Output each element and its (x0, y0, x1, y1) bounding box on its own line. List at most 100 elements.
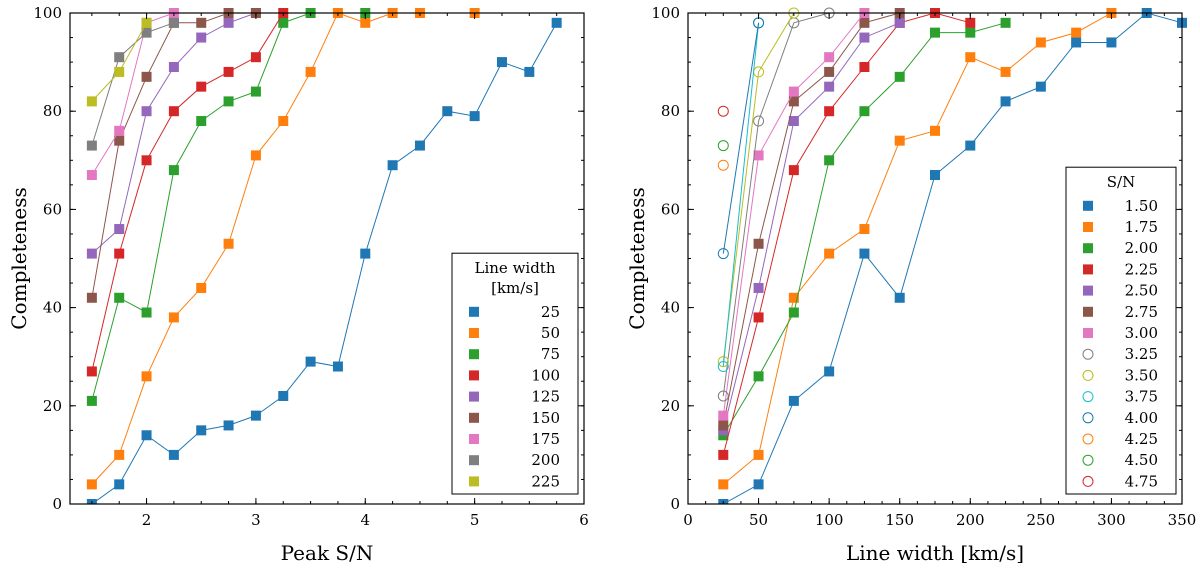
left-xtick-label: 6 (579, 511, 589, 529)
right-point-1.50-1 (753, 479, 764, 490)
right-legend-label-3.50: 3.50 (1125, 366, 1158, 384)
left-point-25-16 (524, 66, 535, 77)
left-ytick-label: 40 (43, 299, 62, 317)
left-point-100-5 (223, 66, 234, 77)
right-series-line-3.50 (722, 12, 795, 362)
right-point-1.75-1 (753, 449, 764, 460)
right-point-3.00-2 (788, 86, 799, 97)
right-point-2.75-4 (859, 17, 870, 28)
left-point-125-5 (223, 17, 234, 28)
right-point-3.00-3 (824, 52, 835, 63)
left-series-line-200 (91, 22, 175, 146)
left-point-175-1 (114, 125, 125, 136)
left-point-25-3 (168, 449, 179, 460)
right-point-3.75-0 (717, 361, 729, 373)
right-legend-marker-1.75 (1083, 222, 1093, 232)
left-point-150-4 (196, 17, 207, 28)
left-point-75-6 (250, 86, 261, 97)
right-legend-marker-4.00 (1082, 412, 1094, 424)
left-series-125 (86, 8, 261, 259)
left-legend-marker-225 (469, 476, 479, 487)
right-xtick-label: 350 (1168, 511, 1197, 529)
right-point-1.75-5 (894, 135, 905, 146)
right-series-line-2.75 (722, 12, 900, 426)
right-y-axis-label: Completeness (625, 187, 649, 329)
right-legend-label-2.00: 2.00 (1125, 239, 1158, 257)
right-legend-label-4.00: 4.00 (1125, 409, 1158, 427)
right-point-2.25-4 (859, 62, 870, 73)
right-point-1.75-6 (930, 125, 940, 136)
left-legend-marker-75 (469, 349, 479, 360)
right-legend: S/N 1.50 1.75 2.00 2.25 2.50 2.75 3.00 3.25 3.50 3… (1065, 166, 1177, 495)
left-point-25-14 (469, 111, 480, 122)
left-series-175 (86, 8, 179, 181)
left-point-50-1 (114, 449, 125, 460)
left-legend-title: [km/s] (491, 279, 539, 297)
right-legend-marker-2.50 (1083, 285, 1093, 296)
left-legend-marker-200 (469, 455, 479, 466)
right-point-2.00-8 (1000, 17, 1011, 28)
left-legend-marker-50 (469, 328, 479, 338)
right-point-3.00-0 (718, 410, 729, 421)
left-point-50-3 (168, 312, 179, 323)
left-series-line-100 (91, 12, 284, 372)
right-point-2.50-3 (824, 81, 835, 92)
right-series-4.75 (717, 105, 729, 117)
right-legend-label-1.50: 1.50 (1125, 197, 1158, 215)
left-legend-marker-125 (469, 391, 479, 402)
left-legend: Line width [km/s]25 50 75 100 125 150 175 200 225 (451, 252, 579, 495)
left-ytick-label: 80 (43, 102, 62, 120)
left-point-125-1 (114, 224, 125, 235)
left-point-50-7 (278, 116, 289, 127)
left-xtick-label: 5 (470, 511, 480, 529)
left-legend-label-100: 100 (531, 366, 560, 384)
left-point-25-11 (387, 160, 398, 171)
left-legend-marker-100 (469, 370, 479, 381)
right-point-3.50-0 (717, 356, 729, 368)
left-point-25-15 (496, 57, 507, 68)
left-point-200-1 (114, 52, 125, 63)
left-legend-label-175: 175 (531, 430, 560, 448)
left-point-75-1 (114, 292, 125, 303)
left-point-125-2 (141, 106, 152, 117)
left-legend-label-225: 225 (531, 472, 560, 490)
left-point-50-10 (360, 17, 371, 28)
left-point-100-2 (141, 155, 152, 166)
right-point-2.50-4 (859, 32, 870, 43)
right-legend-marker-2.75 (1083, 306, 1093, 317)
left-point-125-3 (168, 62, 179, 73)
left-point-25-17 (551, 17, 562, 28)
left-point-25-6 (250, 410, 261, 421)
right-xtick-label: 0 (683, 511, 693, 529)
right-point-2.25-2 (788, 165, 799, 176)
left-y-axis-label: Completeness (7, 187, 31, 329)
left-legend-marker-150 (469, 412, 479, 423)
right-legend-label-4.25: 4.25 (1125, 430, 1158, 448)
right-point-1.50-11 (1106, 37, 1117, 48)
left-point-75-0 (86, 395, 97, 406)
left-point-225-1 (114, 66, 125, 77)
left-point-100-3 (168, 106, 179, 117)
left-point-25-1 (114, 479, 125, 490)
right-point-2.75-2 (788, 96, 799, 107)
right-legend-label-1.75: 1.75 (1125, 218, 1158, 236)
left-point-100-4 (196, 81, 207, 92)
right-point-4.00-0 (717, 248, 729, 260)
right-ytick-label: 20 (661, 397, 680, 415)
left-point-25-10 (360, 248, 371, 259)
right-legend-box (1065, 166, 1177, 495)
right-series-line-3.00 (722, 12, 865, 416)
right-point-1.75-9 (1035, 37, 1046, 48)
left-point-150-1 (114, 135, 125, 146)
right-series-2.25 (718, 8, 976, 460)
right-series-line-1.50 (723, 12, 1183, 504)
right-point-1.75-7 (965, 52, 976, 63)
right-point-2.00-3 (824, 155, 835, 166)
right-x-axis-label: Line width [km/s] (846, 541, 1024, 565)
left-ytick-label: 20 (43, 397, 62, 415)
left-legend-label-150: 150 (531, 409, 560, 427)
right-legend-marker-3.75 (1082, 391, 1094, 403)
right-point-2.00-2 (788, 307, 799, 318)
right-legend-label-4.75: 4.75 (1125, 472, 1158, 490)
right-ytick-label: 40 (661, 299, 680, 317)
